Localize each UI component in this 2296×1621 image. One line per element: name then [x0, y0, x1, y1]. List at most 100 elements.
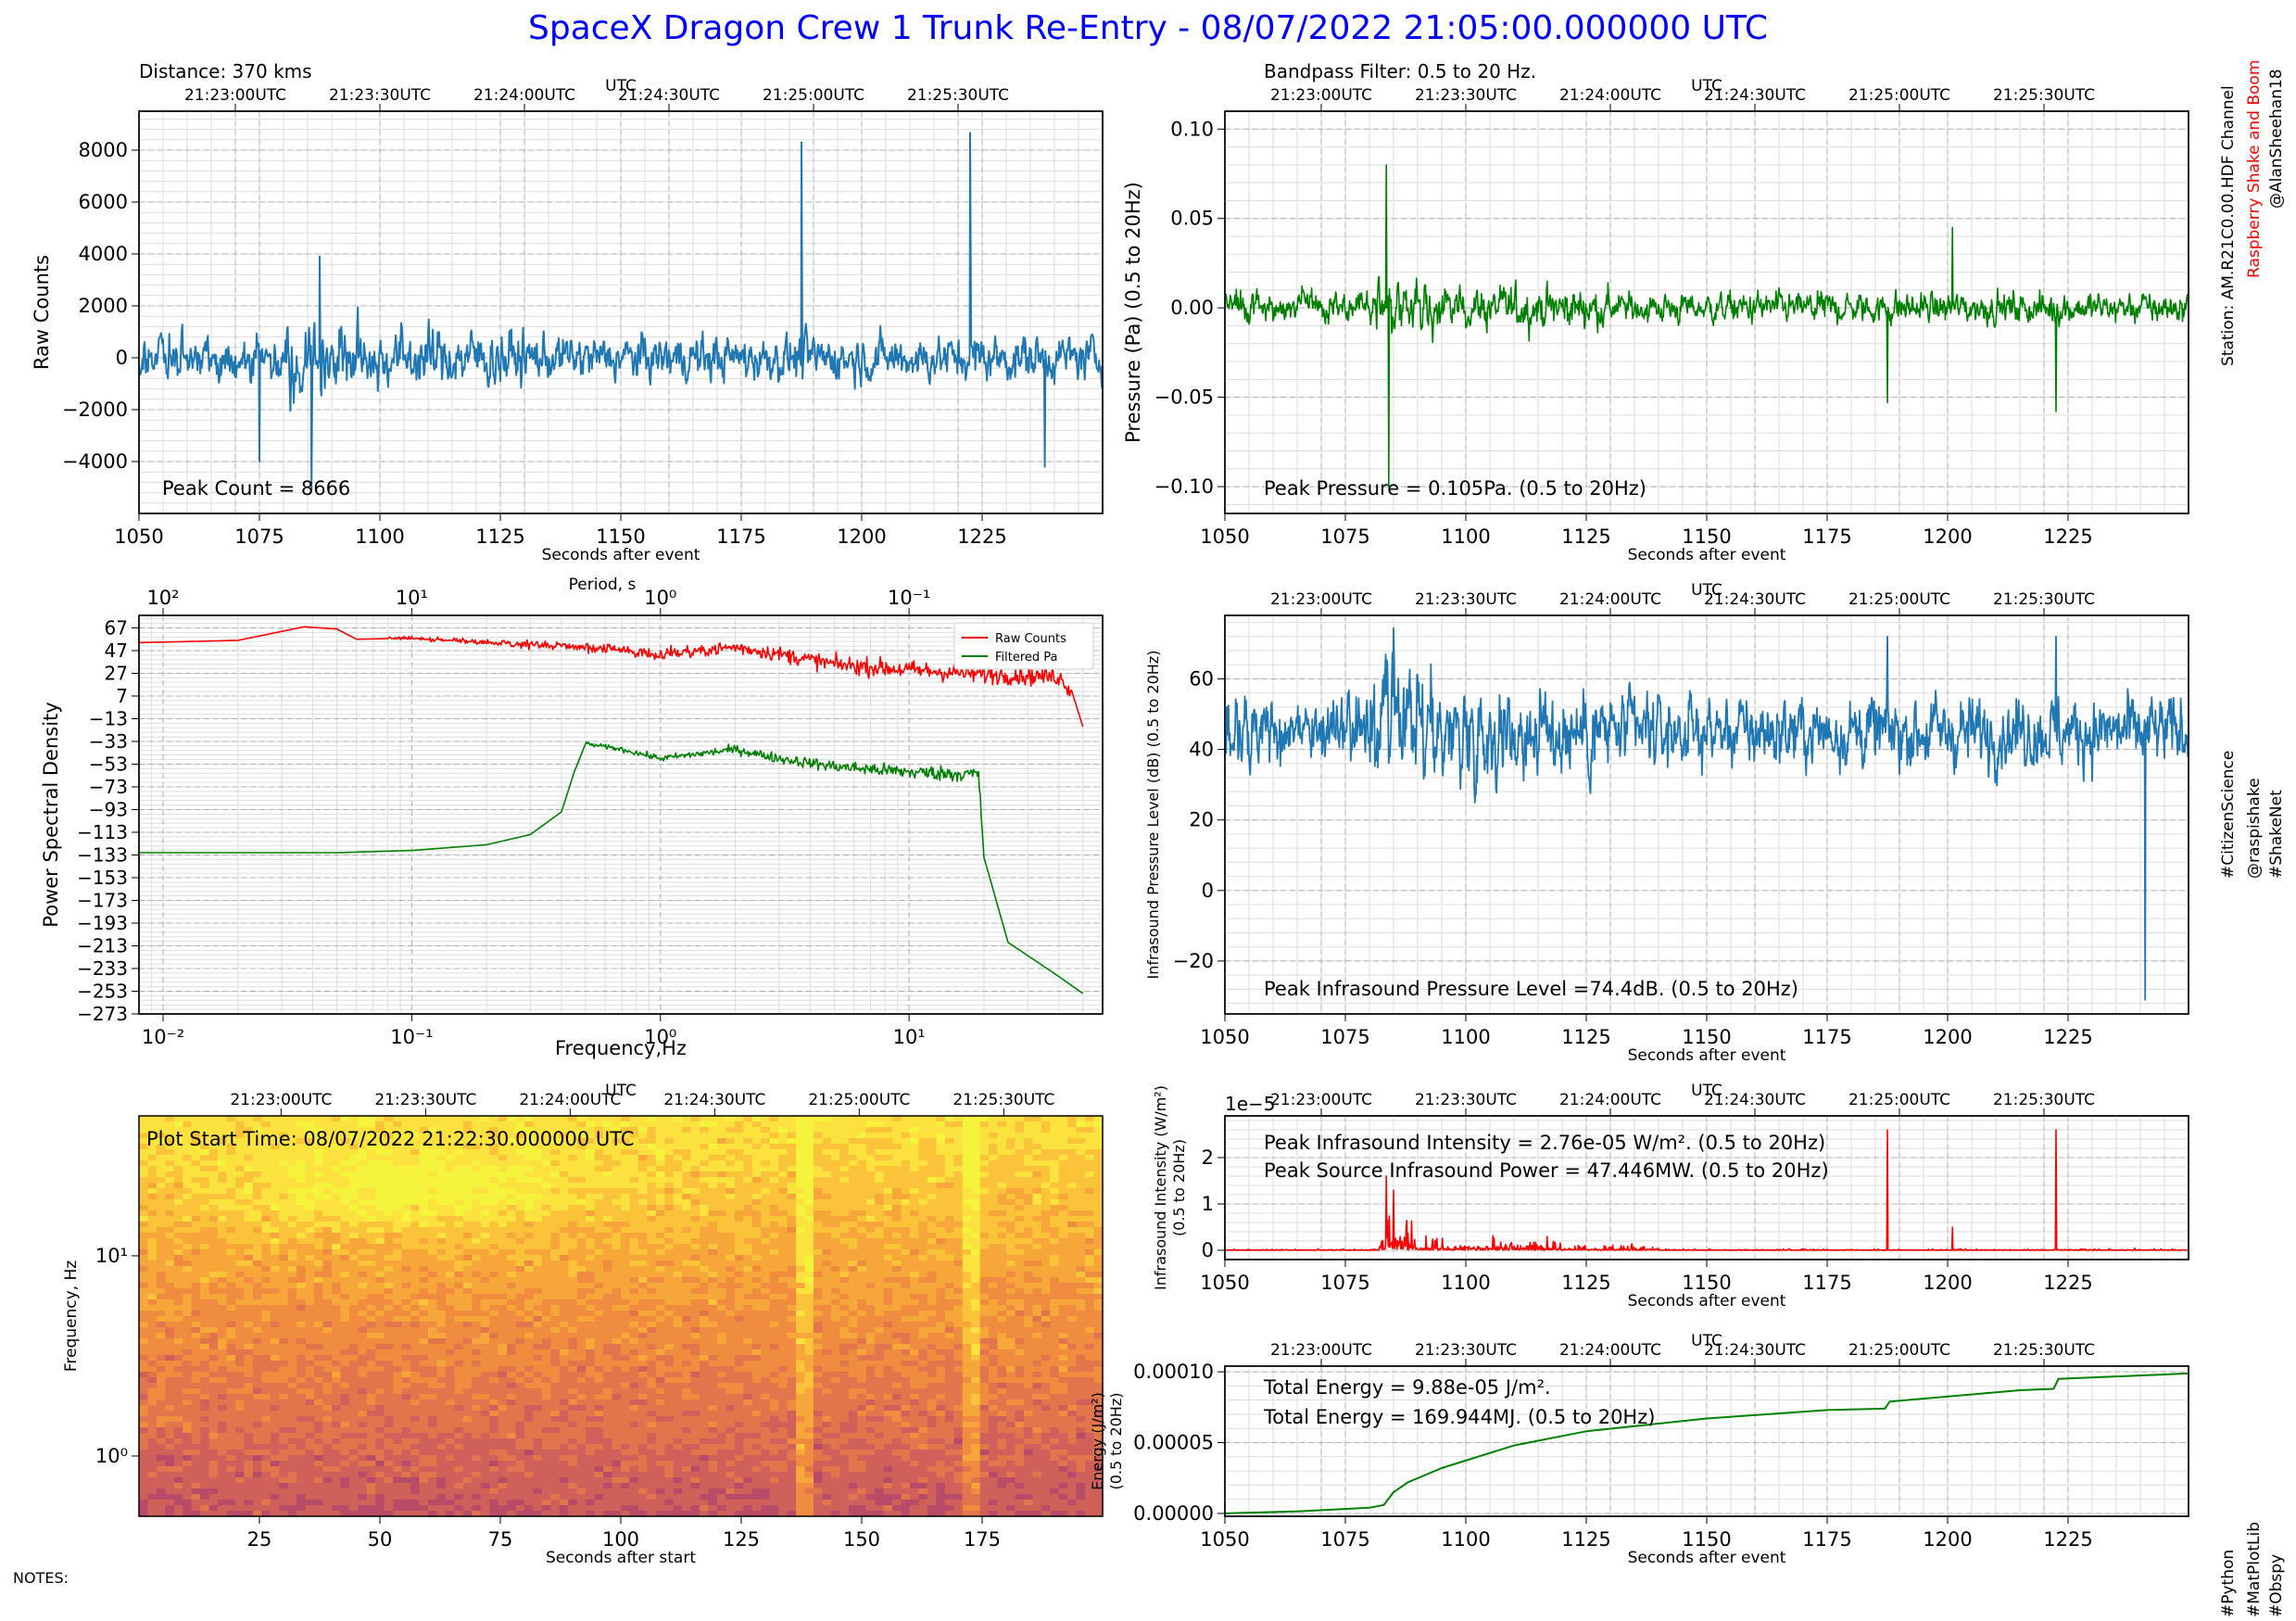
spectrogram-cell — [384, 1177, 394, 1184]
spectrogram-cell — [244, 1199, 254, 1206]
spectrogram-cell — [340, 1305, 350, 1311]
spectrogram-cell — [962, 1299, 972, 1306]
spectrogram-cell — [637, 1227, 648, 1234]
spectrogram-cell — [252, 1255, 262, 1261]
spectrogram-cell — [751, 1177, 762, 1184]
spectrogram-cell — [839, 1266, 850, 1273]
spectrogram-cell — [183, 1188, 193, 1195]
spectrogram-cell — [1076, 1194, 1086, 1200]
spectrogram-cell — [796, 1238, 806, 1245]
spectrogram-cell — [428, 1316, 438, 1323]
spectrogram-cell — [743, 1199, 753, 1206]
x-tick-label: 1200 — [837, 526, 886, 548]
spectrogram-cell — [822, 1277, 832, 1284]
spectrogram-cell — [322, 1177, 333, 1184]
spectrogram-cell — [252, 1311, 262, 1317]
spectrogram-cell — [586, 1149, 596, 1156]
spectrogram-cell — [165, 1311, 175, 1317]
spectrogram-cell — [857, 1249, 867, 1256]
spectrogram-cell — [401, 1133, 411, 1139]
spectrogram-cell — [454, 1194, 464, 1200]
spectrogram-cell — [848, 1138, 858, 1145]
spectrogram-cell — [848, 1294, 858, 1300]
spectrogram-cell — [953, 1138, 964, 1145]
spectrogram-cell — [507, 1316, 517, 1323]
spectrogram-cell — [208, 1227, 219, 1234]
x-tick-label: 1225 — [2043, 526, 2092, 548]
spectrogram-cell — [559, 1210, 569, 1217]
spectrogram-cell — [559, 1322, 569, 1328]
spectrogram-cell — [664, 1205, 675, 1211]
spectrogram-cell — [1032, 1283, 1042, 1289]
spectrogram-cell — [761, 1311, 771, 1317]
spectrogram-cell — [796, 1288, 806, 1295]
spectrogram-cell — [883, 1260, 893, 1267]
spectrogram-cell — [734, 1299, 744, 1306]
x-tick-label: 1100 — [1441, 526, 1490, 548]
spectrogram-cell — [682, 1177, 692, 1184]
spectrogram-cell — [586, 1216, 596, 1222]
spectrogram-cell — [594, 1116, 604, 1122]
spectrogram-cell — [612, 1133, 622, 1139]
spectrogram-cell — [1050, 1311, 1060, 1317]
spectrogram-cell — [1015, 1177, 1025, 1184]
spectrogram-cell — [796, 1205, 806, 1211]
spectrogram-cell — [498, 1227, 508, 1234]
spectrogram-cell — [454, 1283, 464, 1289]
spectrogram-cell — [270, 1244, 280, 1250]
spectrogram-cell — [918, 1327, 928, 1334]
spectrogram-cell — [261, 1177, 271, 1184]
spectrogram-cell — [603, 1333, 613, 1339]
spectrogram-cell — [637, 1194, 648, 1200]
spectrogram-cell — [436, 1333, 447, 1339]
spectrogram-cell — [576, 1127, 587, 1133]
spectrogram-cell — [550, 1227, 561, 1234]
spectrogram-cell — [244, 1299, 254, 1306]
tag-citizen-science: #CitizenScience — [2219, 751, 2238, 879]
spectrogram-cell — [472, 1227, 482, 1234]
spectrogram-cell — [568, 1294, 578, 1300]
spectrogram-cell — [375, 1255, 385, 1261]
spectrogram-cell — [787, 1283, 797, 1289]
spectrogram-cell — [1050, 1233, 1060, 1239]
spectrogram-cell — [830, 1311, 840, 1317]
spectrogram-cell — [1076, 1166, 1086, 1172]
spectrogram-cell — [734, 1138, 744, 1145]
spectrogram-cell — [340, 1255, 350, 1261]
spectrogram-cell — [384, 1333, 394, 1339]
spectrogram-cell — [927, 1227, 937, 1234]
spectrogram-cell — [568, 1288, 578, 1295]
spectrogram-cell — [971, 1233, 981, 1239]
spectrogram-cell — [436, 1222, 447, 1228]
spectrogram-cell — [296, 1183, 307, 1189]
spectrogram-cell — [594, 1183, 604, 1189]
spectrogram-cell — [717, 1138, 727, 1145]
spectrogram-cell — [637, 1277, 648, 1284]
spectrogram-cell — [305, 1205, 315, 1211]
spectrogram-cell — [559, 1183, 569, 1189]
spectrogram-cell — [279, 1177, 289, 1184]
spectrogram-cell — [393, 1138, 403, 1145]
spectrogram-cell — [962, 1327, 972, 1334]
spectrogram-cell — [865, 1160, 876, 1167]
spectrogram-cell — [507, 1133, 517, 1139]
spectrogram-cell — [533, 1233, 543, 1239]
spectrogram-cell — [454, 1227, 464, 1234]
spectrogram-cell — [989, 1255, 999, 1261]
spectrogram-cell — [787, 1149, 797, 1156]
y-tick-label: −2000 — [62, 399, 128, 421]
pressure-panel: 1050 1075 1100 1125 1150 1175 1200 1225Seconds … — [1122, 60, 2189, 564]
spectrogram-cell — [183, 1216, 193, 1222]
spectrogram-cell — [682, 1277, 692, 1284]
spectrogram-cell — [700, 1183, 710, 1189]
spectrogram-cell — [848, 1121, 858, 1128]
spectrogram-cell — [401, 1227, 411, 1234]
spectrogram-cell — [183, 1138, 193, 1145]
spectrogram-cell — [218, 1294, 228, 1300]
spectrogram-cell — [883, 1288, 893, 1295]
y-tick-label: 20 — [1189, 809, 1214, 831]
spectrogram-cell — [480, 1294, 490, 1300]
spectrogram-cell — [717, 1166, 727, 1172]
spectrogram-cell — [287, 1333, 297, 1339]
spectrogram-cell — [173, 1216, 183, 1222]
